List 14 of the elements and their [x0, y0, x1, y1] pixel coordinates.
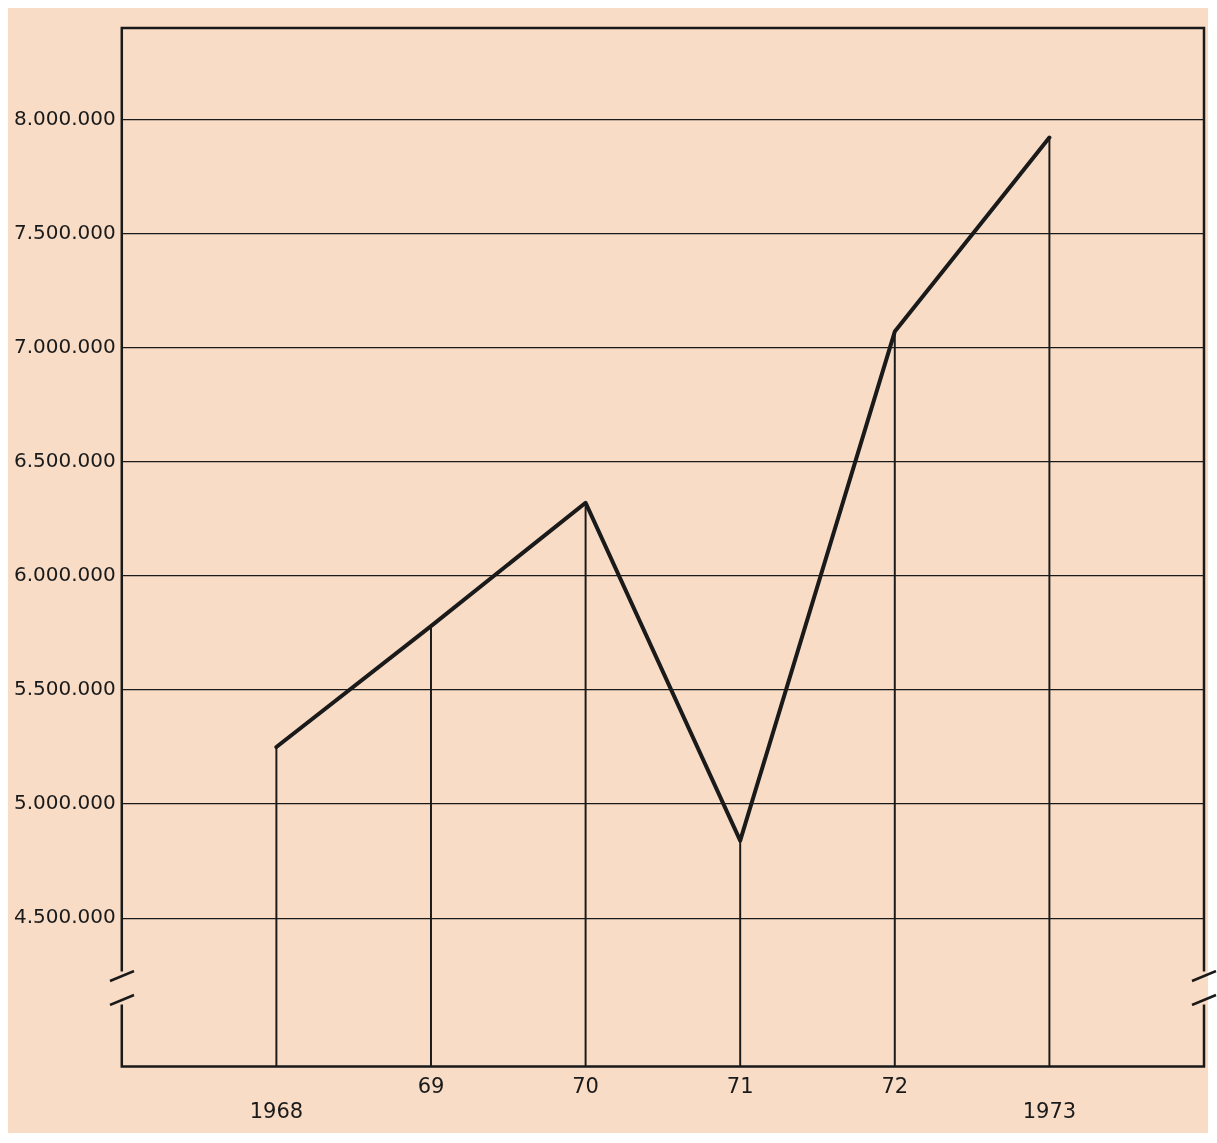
- x-tick-label: 71: [726, 1073, 754, 1098]
- x-tick-label: 70: [572, 1073, 599, 1098]
- y-tick-label: 8.000.000: [13, 105, 116, 130]
- y-tick-label: 6.000.000: [13, 562, 116, 587]
- y-tick-label: 5.000.000: [13, 790, 116, 815]
- x-tick-label: 1968: [249, 1098, 304, 1123]
- y-tick-label: 7.000.000: [13, 333, 116, 358]
- x-tick-label: 72: [881, 1073, 909, 1098]
- x-tick-label: 1973: [1022, 1098, 1077, 1123]
- y-tick-label: 5.500.000: [13, 676, 116, 701]
- y-tick-label: 7.500.000: [13, 219, 116, 244]
- y-tick-label: 6.500.000: [13, 447, 116, 472]
- x-tick-label: 69: [417, 1073, 445, 1098]
- y-tick-label: 4.500.000: [13, 904, 116, 929]
